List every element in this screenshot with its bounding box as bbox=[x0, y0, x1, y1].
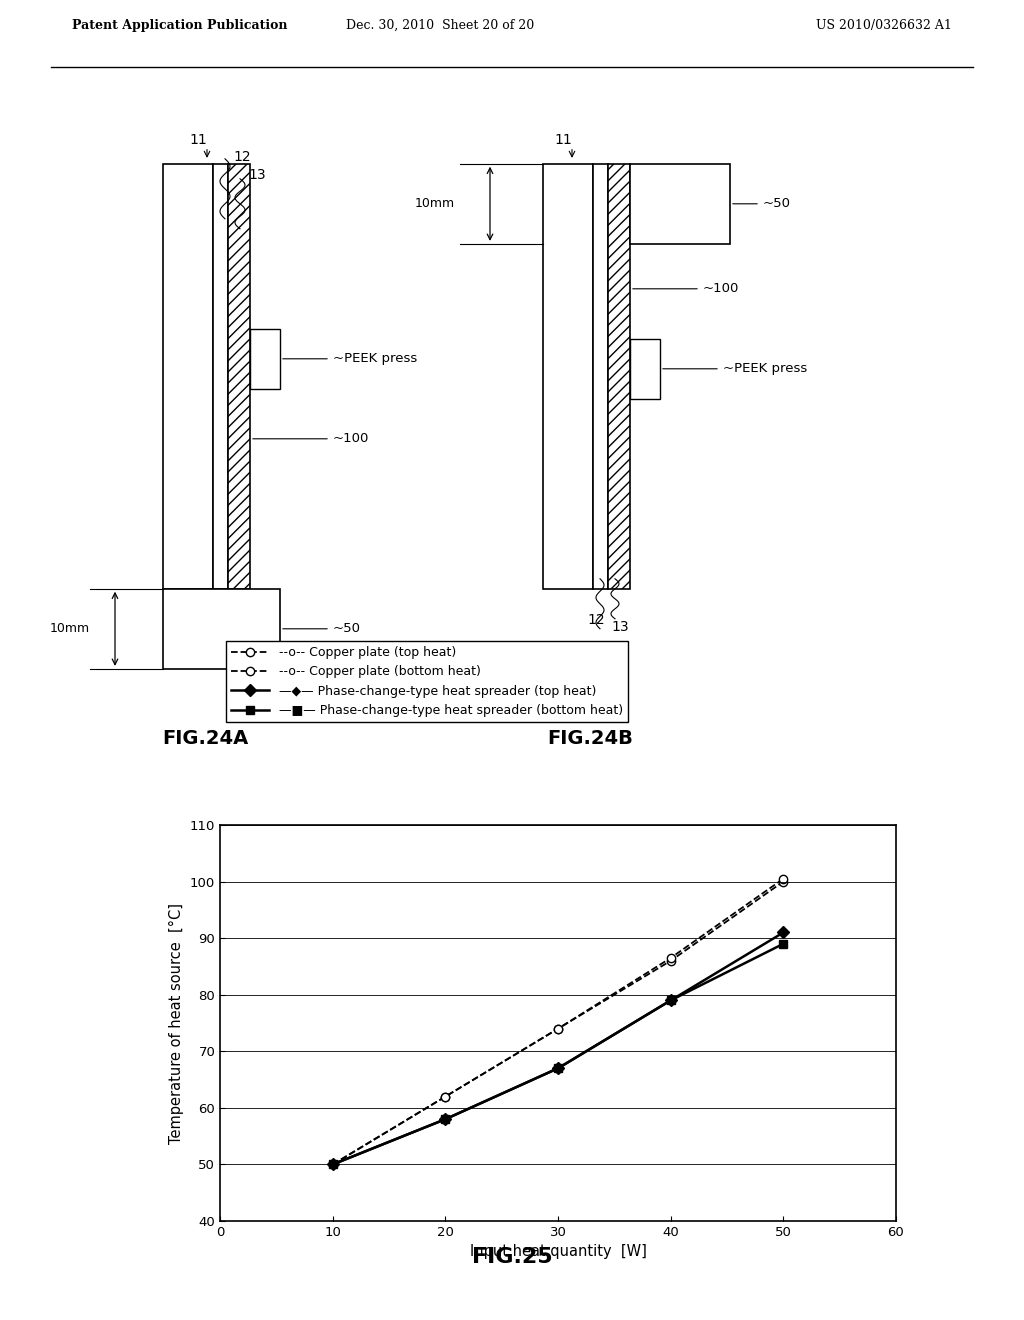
Bar bbox=[163, 589, 280, 669]
Text: 13: 13 bbox=[248, 168, 265, 182]
X-axis label: Input heat quantity  [W]: Input heat quantity [W] bbox=[470, 1245, 646, 1259]
Text: ~100: ~100 bbox=[333, 433, 370, 445]
Bar bbox=[543, 164, 593, 589]
Text: ~100: ~100 bbox=[703, 282, 739, 296]
Text: Dec. 30, 2010  Sheet 20 of 20: Dec. 30, 2010 Sheet 20 of 20 bbox=[346, 18, 535, 32]
Bar bbox=[630, 164, 730, 244]
Bar bbox=[213, 164, 228, 589]
Text: FIG.25: FIG.25 bbox=[472, 1246, 552, 1267]
Legend: --o-- Copper plate (top heat), --o-- Copper plate (bottom heat), —◆— Phase-chang: --o-- Copper plate (top heat), --o-- Cop… bbox=[226, 642, 628, 722]
Bar bbox=[228, 164, 250, 589]
Text: Patent Application Publication: Patent Application Publication bbox=[72, 18, 287, 32]
Text: 11: 11 bbox=[554, 133, 571, 147]
Text: 12: 12 bbox=[587, 612, 605, 627]
Text: ~50: ~50 bbox=[763, 197, 791, 210]
Text: 10mm: 10mm bbox=[50, 622, 90, 635]
Text: ~50: ~50 bbox=[333, 622, 361, 635]
Bar bbox=[593, 164, 608, 589]
Text: FIG.24A: FIG.24A bbox=[162, 729, 248, 748]
Text: 11: 11 bbox=[189, 133, 207, 147]
Text: 13: 13 bbox=[611, 620, 629, 634]
Text: FIG.24B: FIG.24B bbox=[547, 729, 633, 748]
Text: ~PEEK press: ~PEEK press bbox=[723, 362, 807, 375]
Bar bbox=[163, 164, 213, 589]
Bar bbox=[608, 164, 630, 589]
Text: 12: 12 bbox=[233, 149, 251, 164]
Bar bbox=[630, 339, 660, 399]
Text: US 2010/0326632 A1: US 2010/0326632 A1 bbox=[816, 18, 952, 32]
Text: 10mm: 10mm bbox=[415, 197, 455, 210]
Y-axis label: Temperature of heat source  [°C]: Temperature of heat source [°C] bbox=[169, 903, 184, 1143]
Text: ~PEEK press: ~PEEK press bbox=[333, 352, 417, 366]
Bar bbox=[250, 329, 280, 389]
